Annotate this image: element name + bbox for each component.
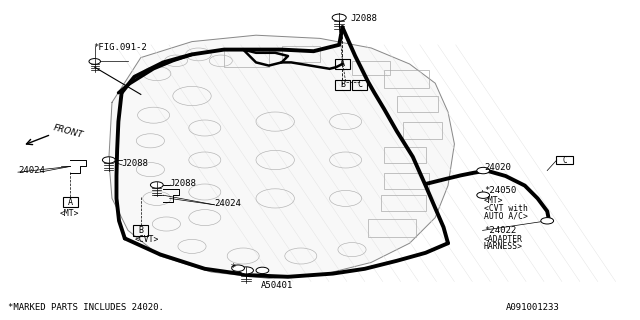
Polygon shape — [109, 35, 454, 278]
Bar — [403, 122, 442, 139]
Circle shape — [232, 265, 244, 271]
Text: A50401: A50401 — [261, 281, 293, 290]
Text: B: B — [138, 226, 143, 235]
Bar — [368, 219, 416, 237]
Circle shape — [239, 267, 253, 274]
Text: AUTO A/C>: AUTO A/C> — [484, 212, 528, 220]
Text: J2088: J2088 — [122, 159, 148, 168]
Circle shape — [332, 14, 346, 21]
Circle shape — [477, 167, 490, 174]
Text: J2088: J2088 — [170, 180, 196, 188]
Bar — [384, 70, 429, 88]
Bar — [352, 61, 390, 75]
Text: 24024: 24024 — [18, 166, 45, 175]
Text: *24050: *24050 — [484, 186, 516, 195]
Text: *24022: *24022 — [484, 226, 516, 235]
Bar — [282, 46, 320, 62]
Text: FRONT: FRONT — [52, 124, 84, 140]
Text: *: * — [231, 263, 236, 274]
Text: B: B — [340, 80, 345, 89]
Circle shape — [89, 59, 100, 64]
Text: HARNESS>: HARNESS> — [484, 242, 523, 251]
Bar — [381, 195, 426, 211]
Circle shape — [477, 192, 490, 198]
Text: A: A — [340, 60, 345, 68]
Bar — [224, 50, 269, 67]
Text: <CVT with: <CVT with — [484, 204, 528, 213]
Bar — [384, 147, 426, 163]
Text: <CVT>: <CVT> — [134, 235, 159, 244]
Text: 24020: 24020 — [484, 164, 511, 172]
Text: J2088: J2088 — [351, 14, 378, 23]
Bar — [397, 96, 438, 112]
Text: *MARKED PARTS INCLUDES 24020.: *MARKED PARTS INCLUDES 24020. — [8, 303, 164, 312]
Bar — [384, 173, 429, 189]
Circle shape — [541, 218, 554, 224]
Text: A091001233: A091001233 — [506, 303, 559, 312]
Circle shape — [150, 182, 163, 188]
Text: <MT>: <MT> — [484, 196, 503, 205]
Text: <ADAPTER: <ADAPTER — [484, 236, 523, 244]
Text: 24024: 24024 — [214, 199, 241, 208]
Circle shape — [256, 267, 269, 274]
Text: <MT>: <MT> — [60, 209, 79, 218]
Text: *FIG.091-2: *FIG.091-2 — [93, 43, 147, 52]
Text: A: A — [68, 198, 73, 207]
Circle shape — [102, 157, 115, 163]
Text: C: C — [562, 156, 567, 165]
Text: C: C — [357, 80, 362, 89]
